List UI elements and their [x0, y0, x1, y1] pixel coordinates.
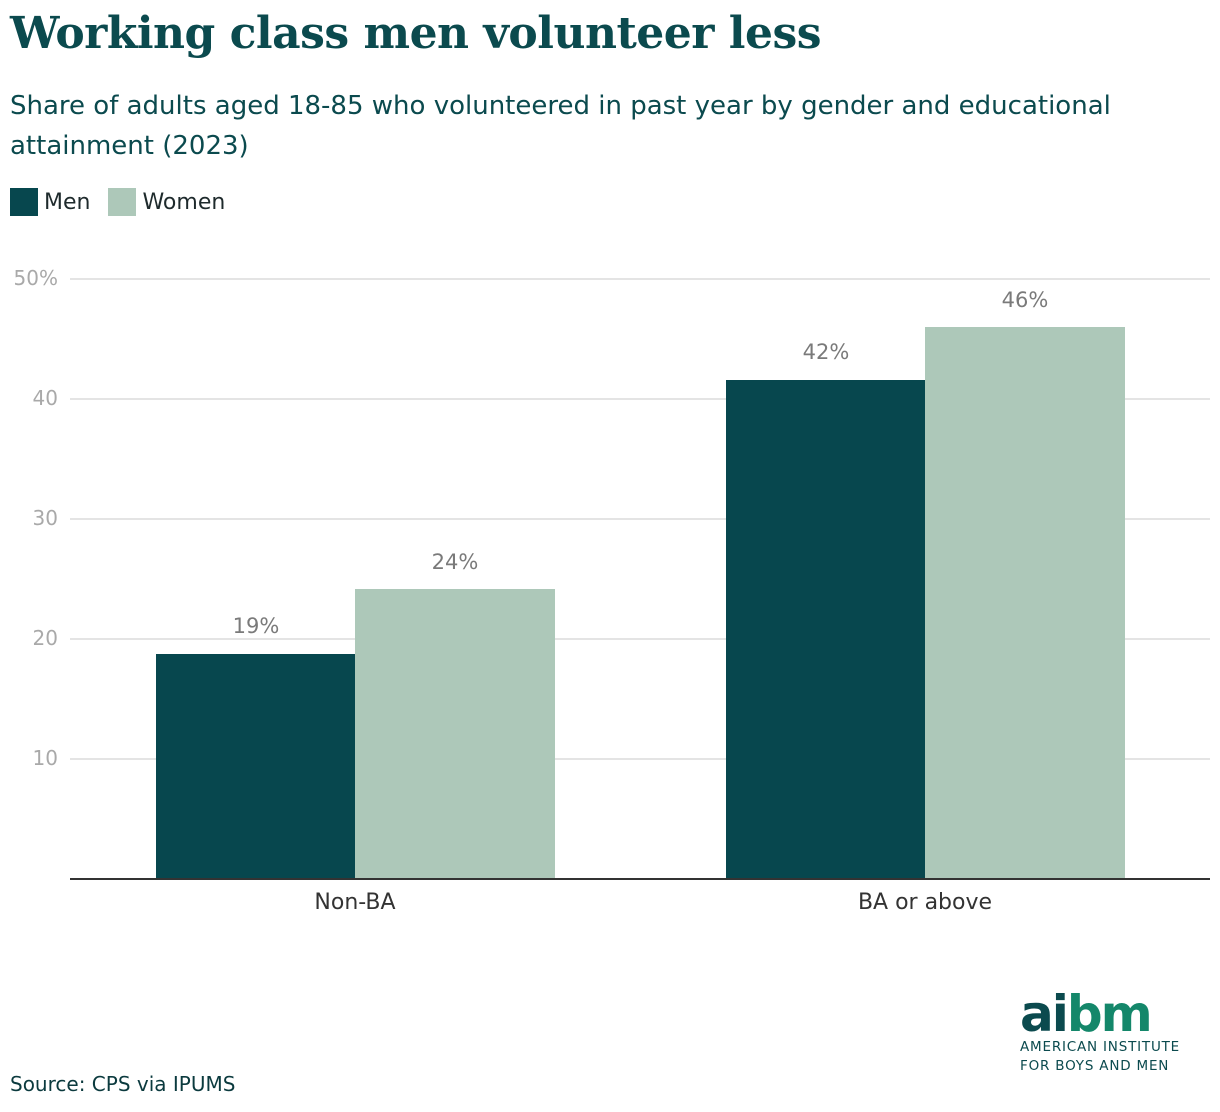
x-axis-line [70, 878, 1210, 880]
legend-swatch-women [108, 188, 137, 216]
bar-label-nonba-men: 19% [232, 614, 280, 638]
x-tick-ba-or-above: BA or above [857, 890, 993, 915]
legend-label-men: Men [44, 189, 91, 215]
bar-label-ba-men: 42% [802, 340, 850, 364]
legend-swatch-men [10, 188, 38, 216]
legend-item-men: Men [10, 188, 90, 216]
bar-nonba-women [355, 589, 555, 879]
y-tick-20: 20 [32, 626, 58, 650]
gridline-10 [70, 758, 1210, 760]
source-note: Source: CPS via IPUMS [10, 1072, 236, 1096]
y-tick-30: 30 [32, 506, 58, 530]
aibm-logo: aibm AMERICAN INSTITUTE FOR BOYS AND MEN [1020, 989, 1210, 1076]
gridline-20 [70, 638, 1210, 640]
y-tick-50: 50% [13, 266, 58, 290]
gridline-30 [70, 518, 1210, 520]
chart-title: Working class men volunteer less [10, 8, 822, 59]
legend-label-women: Women [142, 189, 226, 215]
y-tick-10: 10 [32, 746, 58, 770]
y-tick-40: 40 [32, 386, 58, 410]
legend: Men Women [10, 188, 243, 216]
logo-mark: aibm [1020, 989, 1210, 1039]
logo-line-2: FOR BOYS AND MEN [1020, 1058, 1170, 1074]
gridline-50 [70, 278, 1210, 280]
x-tick-nonba: Non-BA [314, 890, 396, 915]
chart-subtitle: Share of adults aged 18-85 who volunteer… [10, 91, 1111, 161]
gridline-40 [70, 398, 1210, 400]
logo-mark-ai: ai [1020, 985, 1069, 1043]
bar-label-nonba-women: 24% [431, 550, 479, 574]
bar-nonba-men [156, 654, 355, 879]
logo-mark-bm: bm [1066, 985, 1153, 1043]
bar-ba-men [726, 380, 925, 879]
bar-label-ba-women: 46% [1001, 288, 1049, 312]
legend-item-women: Women [108, 188, 225, 216]
bar-ba-women [925, 327, 1125, 879]
logo-line-1: AMERICAN INSTITUTE [1020, 1039, 1181, 1055]
